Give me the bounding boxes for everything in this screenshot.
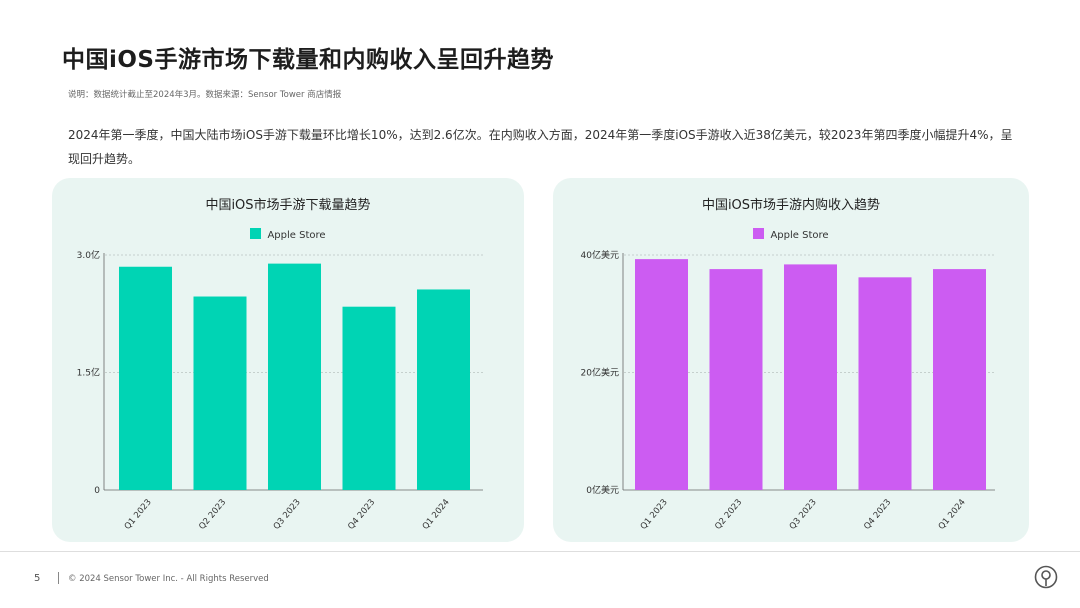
sensor-tower-logo-icon <box>1034 565 1058 589</box>
y-tick-label: 3.0亿 <box>77 249 100 261</box>
bar <box>268 263 321 490</box>
bar <box>784 264 837 490</box>
x-tick-label: Q4 2023 <box>346 498 377 532</box>
bar <box>119 266 172 490</box>
revenue-chart-title: 中国iOS市场手游内购收入趋势 <box>701 198 881 213</box>
legend-swatch <box>753 228 765 239</box>
description-text: 2024年第一季度，中国大陆市场iOS手游下载量环比增长10%，达到2.6亿次。… <box>68 128 1013 166</box>
x-tick-label: Q4 2023 <box>862 498 893 532</box>
y-tick-label: 1.5亿 <box>77 367 100 379</box>
x-tick-label: Q2 2023 <box>713 498 744 532</box>
y-tick-label: 20亿美元 <box>581 367 619 379</box>
y-tick-label: 0 <box>94 486 100 496</box>
bar <box>933 269 986 490</box>
x-tick-label: Q1 2023 <box>639 498 670 532</box>
bar <box>342 306 396 490</box>
bar <box>635 259 688 490</box>
legend-label: Apple Store <box>267 230 326 241</box>
x-tick-label: Q1 2023 <box>123 498 154 532</box>
bar <box>858 277 912 490</box>
revenue-chart-panel: 0亿美元 20亿美元 40亿美元 Q1 2023 Q2 2023 Q3 2023 Q4 20… <box>553 178 1029 542</box>
legend-swatch <box>250 228 262 239</box>
downloads-chart: 0 1.5亿 3.0亿 Q1 2023 Q2 2023 Q3 2023 Q4 2023 Q1 … <box>77 249 483 532</box>
revenue-legend: Apple Store <box>553 228 1029 241</box>
x-tick-label: Q3 2023 <box>788 498 819 532</box>
x-tick-label: Q1 2024 <box>937 498 968 532</box>
downloads-chart-title: 中国iOS市场手游下载量趋势 <box>205 198 371 213</box>
copyright-text: © 2024 Sensor Tower Inc. - All Rights Re… <box>68 574 269 584</box>
bar <box>709 269 763 490</box>
x-tick-label: Q2 2023 <box>197 498 228 532</box>
footer-divider <box>0 551 1080 552</box>
page-number: 5 <box>34 573 41 584</box>
x-tick-label: Q3 2023 <box>272 498 303 532</box>
bar <box>417 289 470 490</box>
footer-separator <box>58 572 59 584</box>
x-tick-label: Q1 2024 <box>421 498 452 532</box>
bar <box>193 296 247 490</box>
downloads-legend: Apple Store <box>52 228 524 241</box>
source-note: 说明：数据统计截止至2024年3月。数据来源：Sensor Tower 商店情报 <box>68 90 342 100</box>
revenue-chart: 0亿美元 20亿美元 40亿美元 Q1 2023 Q2 2023 Q3 2023 Q4 20… <box>581 249 995 532</box>
page-title: 中国iOS手游市场下载量和内购收入呈回升趋势 <box>62 47 555 73</box>
legend-label: Apple Store <box>770 230 829 241</box>
y-tick-label: 0亿美元 <box>586 484 619 496</box>
y-tick-label: 40亿美元 <box>581 249 619 261</box>
downloads-chart-panel: 0 1.5亿 3.0亿 Q1 2023 Q2 2023 Q3 2023 Q4 2023 Q1 … <box>52 178 524 542</box>
